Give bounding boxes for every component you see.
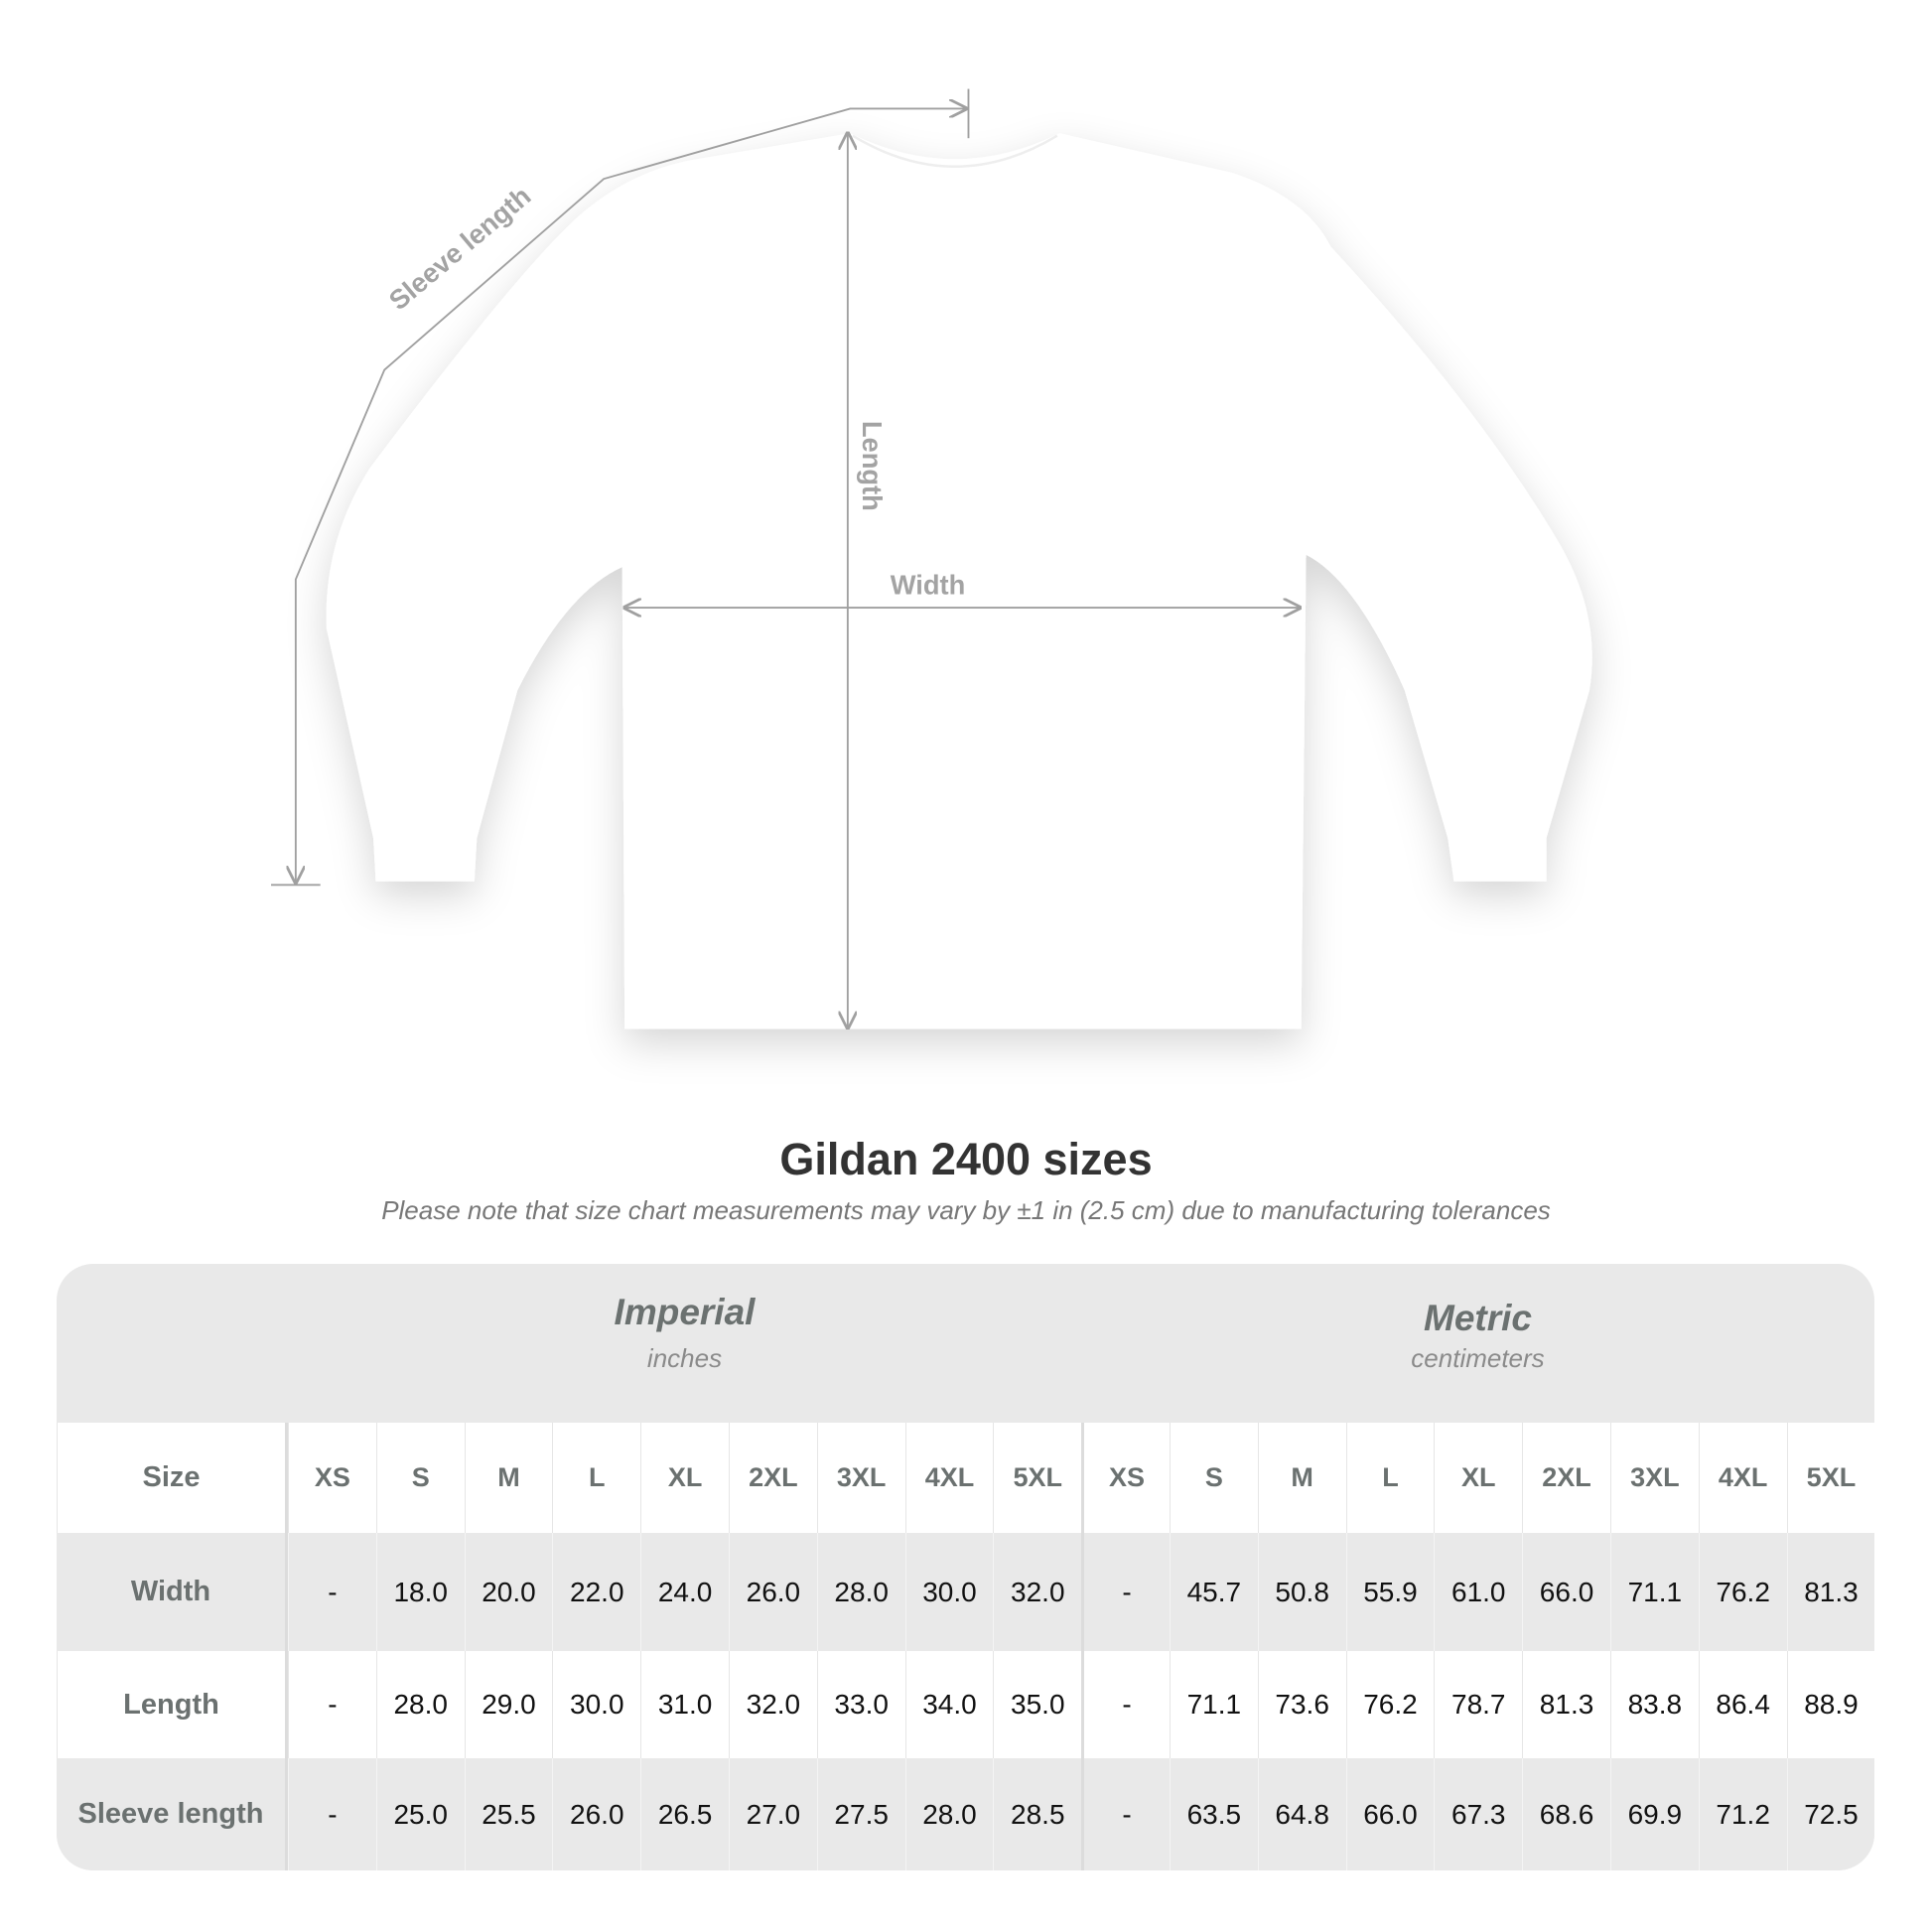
imperial-value-cell: - [288,1758,376,1870]
row-label: Length [57,1651,288,1758]
size-header-cell: 4XL [1698,1423,1787,1533]
imperial-value-cell: 28.5 [993,1758,1081,1870]
metric-value-cell: 81.3 [1522,1651,1610,1758]
metric-value-cell: - [1081,1533,1170,1651]
row-label: Width [57,1533,288,1651]
metric-value-cell: 76.2 [1345,1651,1435,1758]
metric-value-cell: 78.7 [1434,1651,1522,1758]
size-header-cell: XS [1081,1423,1170,1533]
imperial-value-cell: 31.0 [640,1651,729,1758]
imperial-value-cell: 26.0 [552,1758,640,1870]
imperial-value-cell: 25.5 [464,1758,553,1870]
imperial-value-cell: - [288,1651,376,1758]
imperial-value-cell: 33.0 [816,1651,905,1758]
imperial-value-cell: 26.5 [640,1758,729,1870]
size-header-cell: 4XL [904,1423,994,1533]
metric-value-cell: 83.8 [1609,1651,1699,1758]
metric-value-cell: 64.8 [1257,1758,1346,1870]
metric-unit: centimeters [1411,1343,1545,1373]
imperial-value-cell: 35.0 [993,1651,1081,1758]
size-header-cell: L [1345,1423,1435,1533]
metric-value-cell: 50.8 [1257,1533,1346,1651]
imperial-value-cell: 28.0 [904,1758,994,1870]
size-header-cell: M [1257,1423,1346,1533]
metric-value-cell: 61.0 [1434,1533,1522,1651]
imperial-value-cell: - [288,1533,376,1651]
imperial-value-cell: 28.0 [816,1533,905,1651]
imperial-value-cell: 28.0 [375,1651,465,1758]
metric-value-cell: 73.6 [1257,1651,1346,1758]
imperial-value-cell: 26.0 [728,1533,817,1651]
size-header-cell: XS [288,1423,376,1533]
row-label: Sleeve length [57,1758,288,1870]
size-table: Imperial inches Metric centimeters Size X… [57,1264,1874,1870]
size-header-cell: S [1169,1423,1258,1533]
metric-value-cell: 69.9 [1609,1758,1699,1870]
metric-value-cell: - [1081,1758,1170,1870]
size-header-cell: 5XL [1786,1423,1874,1533]
metric-value-cell: 71.1 [1169,1651,1258,1758]
metric-value-cell: 63.5 [1169,1758,1258,1870]
size-header-cell: 3XL [816,1423,905,1533]
imperial-value-cell: 27.5 [816,1758,905,1870]
metric-value-cell: 81.3 [1786,1533,1874,1651]
size-header-row: Size XS S M L XL 2XL 3XL 4XL 5XL XS S M L XL 2XL 3XL 4XL 5… [57,1423,1874,1533]
metric-value-cell: - [1081,1651,1170,1758]
metric-value-cell: 66.0 [1345,1758,1435,1870]
size-header-cell: 2XL [728,1423,817,1533]
width-label: Width [891,569,966,600]
imperial-unit: inches [646,1343,723,1373]
size-header-cell: 3XL [1609,1423,1699,1533]
imperial-value-cell: 27.0 [728,1758,817,1870]
metric-value-cell: 88.9 [1786,1651,1874,1758]
imperial-value-cell: 30.0 [904,1533,994,1651]
metric-value-cell: 71.2 [1698,1758,1787,1870]
imperial-value-cell: 30.0 [552,1651,640,1758]
tolerance-note: Please note that size chart measurements… [381,1195,1551,1225]
imperial-value-cell: 25.0 [375,1758,465,1870]
imperial-value-cell: 24.0 [640,1533,729,1651]
metric-value-cell: 71.1 [1609,1533,1699,1651]
shirt-diagram: Sleeve length Length Width [271,88,1592,1092]
metric-value-cell: 45.7 [1169,1533,1258,1651]
size-header-cell: 2XL [1522,1423,1610,1533]
size-header-cell: S [375,1423,465,1533]
imperial-value-cell: 18.0 [375,1533,465,1651]
length-label: Length [857,421,888,511]
metric-label: Metric [1424,1298,1532,1338]
size-header-cell: XL [1434,1423,1522,1533]
imperial-value-cell: 22.0 [552,1533,640,1651]
imperial-value-cell: 32.0 [993,1533,1081,1651]
table-row: Sleeve length -25.0 25.5 26.0 26.5 27.0 27.5 28… [57,1758,1874,1870]
metric-value-cell: 67.3 [1434,1758,1522,1870]
imperial-label: Imperial [614,1292,756,1332]
imperial-value-cell: 20.0 [464,1533,553,1651]
metric-value-cell: 76.2 [1698,1533,1787,1651]
imperial-value-cell: 32.0 [728,1651,817,1758]
size-header-cell: L [552,1423,640,1533]
row-label: Size [57,1423,288,1533]
metric-value-cell: 86.4 [1698,1651,1787,1758]
metric-value-cell: 72.5 [1786,1758,1874,1870]
size-header-cell: 5XL [993,1423,1081,1533]
size-header-cell: M [464,1423,553,1533]
sleeve-length-measure-line [296,108,966,882]
metric-value-cell: 66.0 [1522,1533,1610,1651]
table-row: Length -28.0 29.0 30.0 31.0 32.0 33.0 34.0 35.0-… [57,1651,1874,1758]
metric-value-cell: 55.9 [1345,1533,1435,1651]
metric-value-cell: 68.6 [1522,1758,1610,1870]
imperial-header: Imperial inches [288,1264,1081,1450]
page-title: Gildan 2400 sizes [779,1134,1153,1184]
size-header-cell: XL [640,1423,729,1533]
metric-header: Metric centimeters [1081,1264,1874,1456]
imperial-value-cell: 29.0 [464,1651,553,1758]
imperial-value-cell: 34.0 [904,1651,994,1758]
table-row: Width -18.0 20.0 22.0 24.0 26.0 28.0 30.0 32.0-4… [57,1533,1874,1651]
